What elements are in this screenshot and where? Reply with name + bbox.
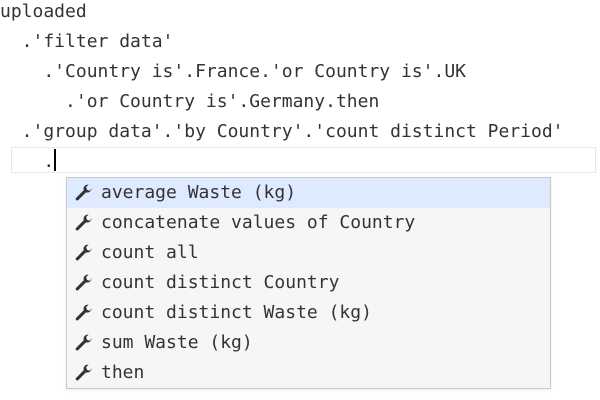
current-input-line[interactable]: . bbox=[0, 147, 57, 177]
code-line-3[interactable]: .'Country is'.France.'or Country is'.UK bbox=[0, 61, 466, 82]
wrench-icon bbox=[75, 274, 92, 291]
current-line-highlight bbox=[11, 147, 596, 173]
autocomplete-item-label: average Waste (kg) bbox=[101, 182, 297, 203]
autocomplete-item-sum-waste[interactable]: sum Waste (kg) bbox=[67, 328, 550, 358]
autocomplete-item-label: concatenate values of Country bbox=[101, 212, 416, 233]
current-input-text[interactable]: . bbox=[0, 151, 55, 172]
autocomplete-item-concatenate-country[interactable]: concatenate values of Country bbox=[67, 208, 550, 238]
wrench-icon bbox=[75, 214, 92, 231]
code-line-2[interactable]: .'filter data' bbox=[0, 31, 174, 52]
autocomplete-popup: average Waste (kg) concatenate values of… bbox=[66, 177, 551, 389]
autocomplete-item-count-distinct-waste[interactable]: count distinct Waste (kg) bbox=[67, 298, 550, 328]
wrench-icon bbox=[75, 334, 92, 351]
autocomplete-item-count-distinct-country[interactable]: count distinct Country bbox=[67, 268, 550, 298]
code-line-5[interactable]: .'group data'.'by Country'.'count distin… bbox=[0, 121, 564, 142]
code-line-4[interactable]: .'or Country is'.Germany.then bbox=[0, 91, 380, 112]
autocomplete-item-label: count distinct Country bbox=[101, 272, 340, 293]
wrench-icon bbox=[75, 304, 92, 321]
autocomplete-item-label: count distinct Waste (kg) bbox=[101, 302, 372, 323]
autocomplete-item-label: then bbox=[101, 362, 145, 383]
wrench-icon bbox=[75, 184, 92, 201]
autocomplete-item-average-waste[interactable]: average Waste (kg) bbox=[67, 178, 550, 208]
text-caret bbox=[54, 149, 57, 171]
wrench-icon bbox=[75, 364, 92, 381]
wrench-icon bbox=[75, 244, 92, 261]
code-line-1[interactable]: uploaded bbox=[0, 1, 87, 22]
autocomplete-item-then[interactable]: then bbox=[67, 358, 550, 388]
autocomplete-item-label: count all bbox=[101, 242, 199, 263]
autocomplete-item-count-all[interactable]: count all bbox=[67, 238, 550, 268]
autocomplete-item-label: sum Waste (kg) bbox=[101, 332, 253, 353]
